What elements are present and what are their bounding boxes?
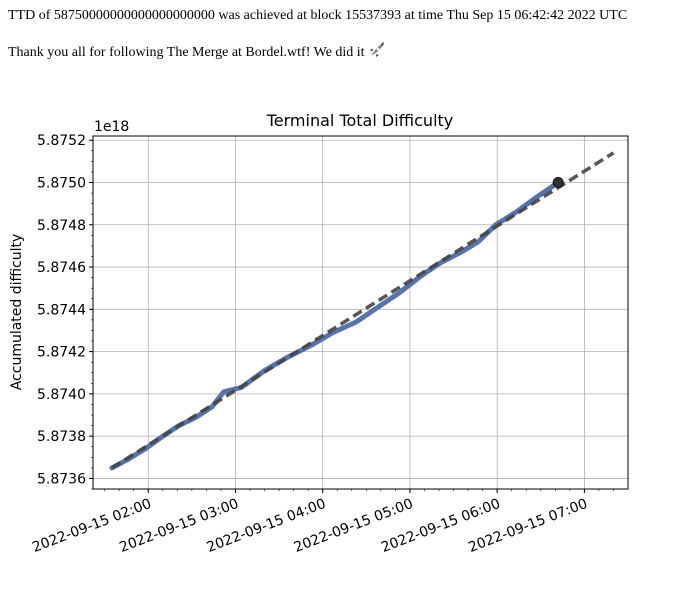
ttd-marker bbox=[552, 177, 564, 189]
plot-frame bbox=[92, 135, 629, 490]
y-tick-label: 5.8740 bbox=[37, 387, 86, 403]
rocket-icon bbox=[369, 42, 384, 57]
y-axis-ticks: 5.8736 5.8738 5.8740 5.8742 5.8744 5.8746 5.87… bbox=[37, 133, 93, 490]
y-tick-label: 5.8752 bbox=[37, 133, 86, 149]
y-tick-label: 5.8748 bbox=[37, 218, 86, 234]
extrapolation-line bbox=[110, 151, 615, 470]
thank-you-text: Thank you all for following The Merge at… bbox=[8, 45, 365, 60]
y-tick-label: 5.8738 bbox=[37, 429, 86, 445]
chart-title: Terminal Total Difficulty bbox=[266, 111, 454, 130]
series-layer bbox=[109, 151, 615, 471]
y-tick-label: 5.8742 bbox=[37, 345, 86, 361]
y-offset-label: 1e18 bbox=[94, 119, 129, 135]
y-tick-label: 5.8750 bbox=[37, 176, 86, 192]
thank-you-message: Thank you all for following The Merge at… bbox=[8, 41, 386, 61]
ttd-announcement: TTD of 58750000000000000000000 was achie… bbox=[8, 8, 628, 23]
grid-lines bbox=[93, 136, 628, 489]
y-tick-label: 5.8746 bbox=[37, 260, 86, 276]
y-axis-label: Accumulated difficulty bbox=[9, 234, 25, 391]
y-tick-label: 5.8736 bbox=[37, 471, 86, 487]
y-tick-label: 5.8744 bbox=[37, 302, 86, 318]
